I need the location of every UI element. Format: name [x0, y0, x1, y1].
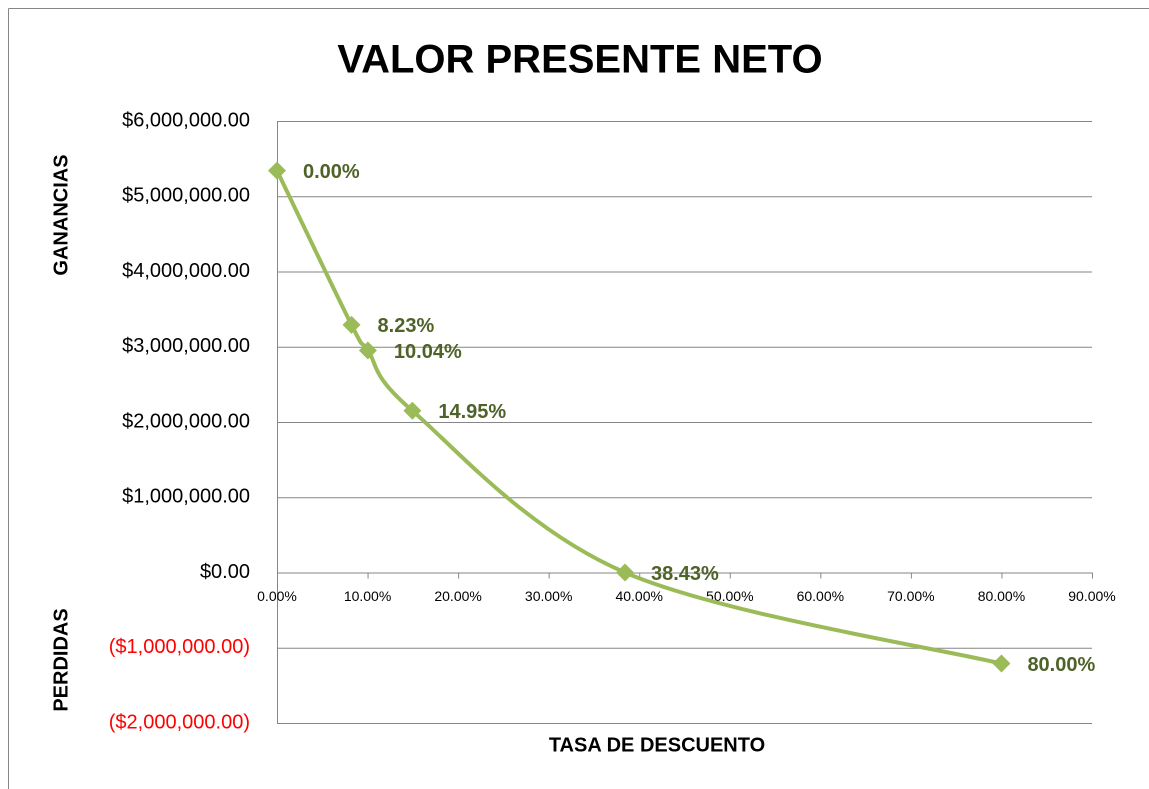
data-label: 14.95%	[438, 401, 506, 423]
marker	[992, 654, 1011, 673]
y-tick-label: $1,000,000.00	[122, 486, 250, 508]
data-label: 10.04%	[394, 341, 462, 363]
y-tick-label: $6,000,000.00	[122, 109, 250, 131]
data-label: 38.43%	[651, 563, 719, 585]
marker	[616, 563, 635, 582]
x-tick-label: 40.00%	[615, 588, 662, 604]
marker	[403, 401, 422, 420]
y-tick-label: $2,000,000.00	[122, 410, 250, 432]
x-tick-label: 50.00%	[706, 588, 753, 604]
marker	[342, 315, 361, 334]
y-tick-label: $3,000,000.00	[122, 335, 250, 357]
x-tick-label: 60.00%	[797, 588, 844, 604]
y-tick-label: $4,000,000.00	[122, 260, 250, 282]
marker	[268, 161, 286, 180]
y-tick-label: $0.00	[200, 561, 250, 583]
y-tick-label: ($2,000,000.00)	[109, 711, 250, 733]
x-tick-label: 80.00%	[978, 588, 1025, 604]
x-tick-label: 90.00%	[1068, 588, 1115, 604]
x-tick-label: 20.00%	[434, 588, 481, 604]
y-axis-label: GANANCIAS	[50, 154, 72, 275]
x-axis-label: TASA DE DESCUENTO	[549, 734, 765, 756]
x-tick-label: 0.00%	[257, 588, 297, 604]
x-tick-label: 10.00%	[344, 588, 391, 604]
marker	[358, 341, 377, 360]
data-label: 8.23%	[378, 315, 435, 337]
data-label: 80.00%	[1027, 654, 1095, 676]
data-label: 0.00%	[303, 161, 360, 183]
x-tick-label: 30.00%	[525, 588, 572, 604]
y-tick-label: $5,000,000.00	[122, 185, 250, 207]
x-tick-label: 70.00%	[887, 588, 934, 604]
y-axis-label: PERDIDAS	[50, 608, 72, 711]
y-tick-label: ($1,000,000.00)	[109, 636, 250, 658]
chart-title: VALOR PRESENTE NETO	[337, 38, 822, 82]
